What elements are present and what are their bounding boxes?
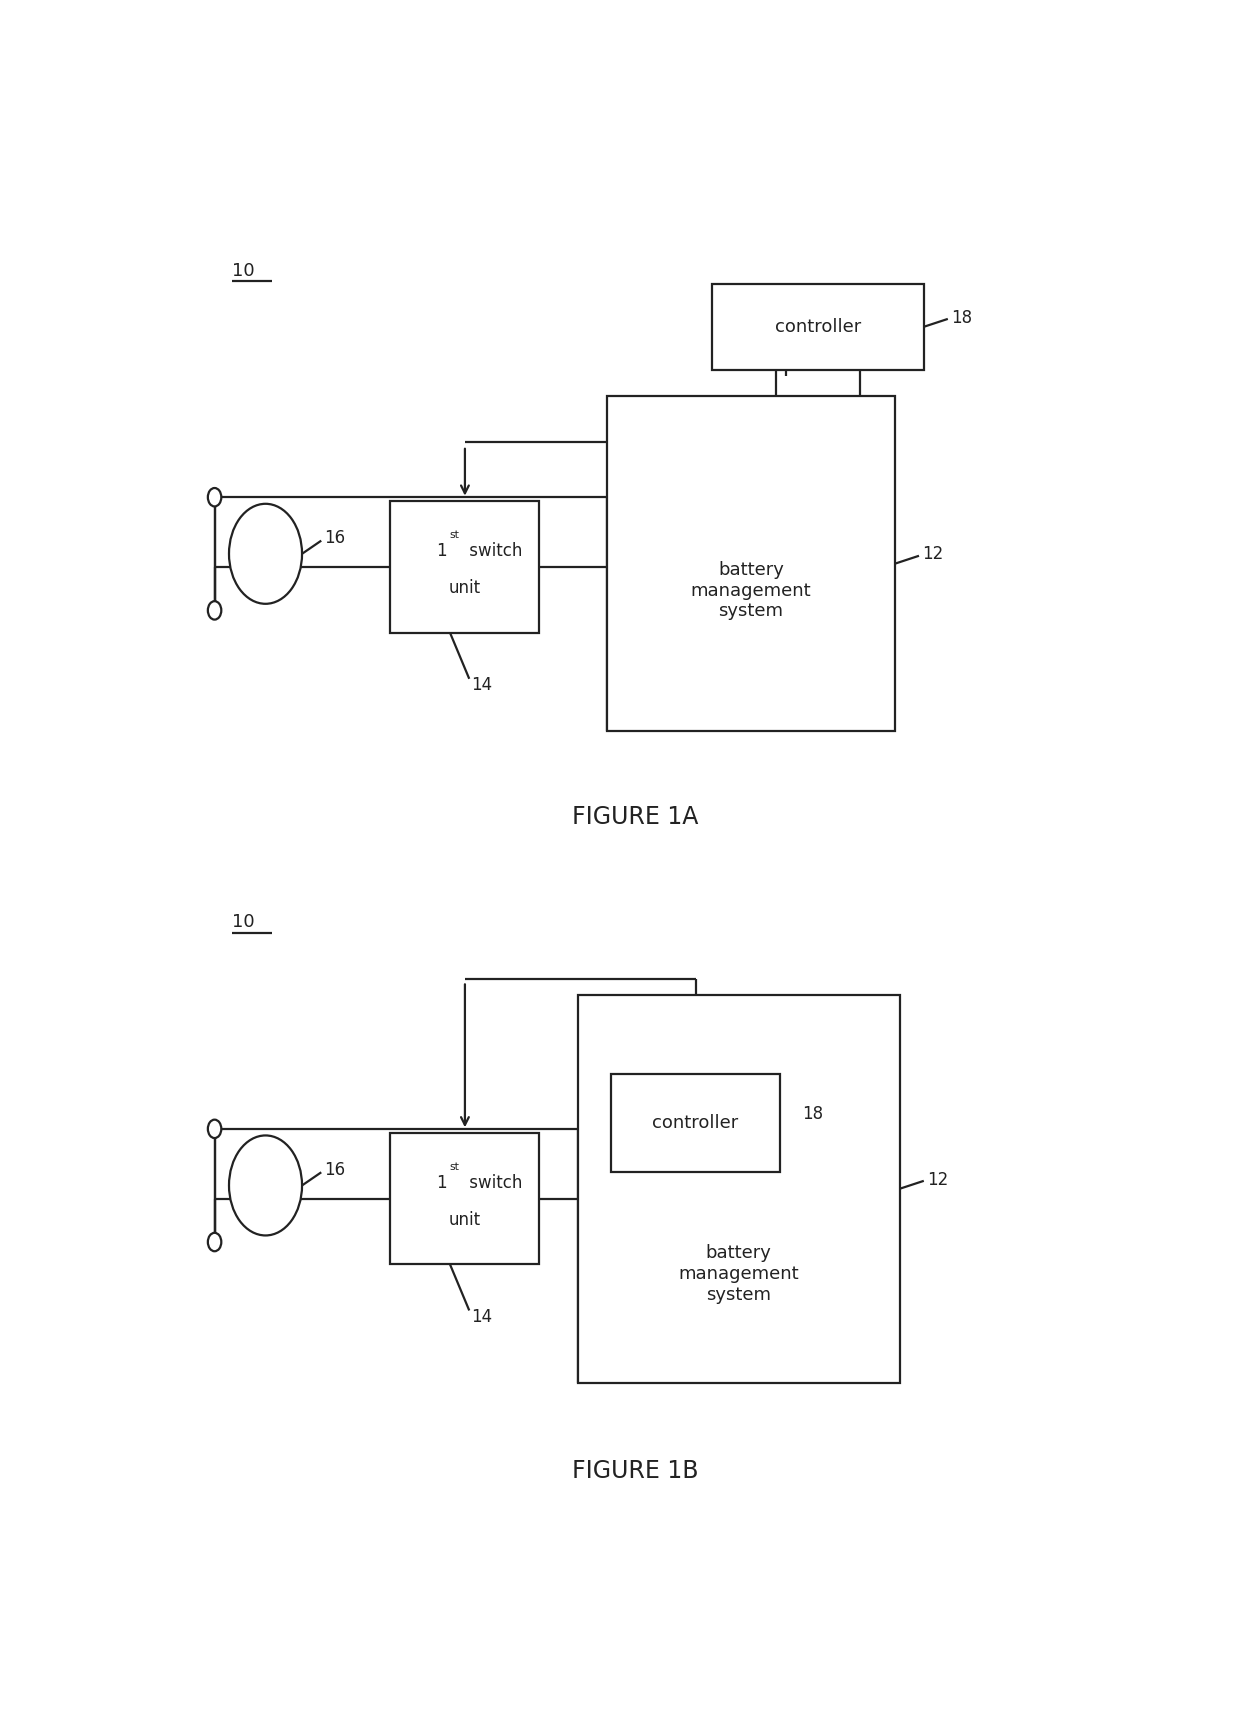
Text: 16: 16 [324, 530, 345, 547]
Circle shape [208, 1119, 221, 1138]
Text: 10: 10 [232, 261, 254, 280]
Text: 12: 12 [921, 545, 944, 564]
Bar [712, 284, 924, 369]
Text: st: st [449, 1162, 459, 1172]
Text: 1: 1 [436, 542, 448, 561]
Text: 14: 14 [471, 677, 492, 694]
Circle shape [229, 1135, 303, 1236]
Text: 18: 18 [802, 1104, 823, 1123]
Text: controller: controller [652, 1114, 739, 1131]
Text: FIGURE 1A: FIGURE 1A [573, 805, 698, 829]
Bar [391, 1133, 539, 1265]
Bar [578, 995, 900, 1383]
Text: 14: 14 [471, 1307, 492, 1326]
Text: battery
management
system: battery management system [691, 561, 811, 620]
Text: switch: switch [464, 1174, 523, 1191]
Text: st: st [449, 530, 459, 540]
Bar [606, 396, 895, 731]
Text: unit: unit [449, 1210, 481, 1229]
Text: FIGURE 1B: FIGURE 1B [572, 1459, 699, 1483]
Circle shape [208, 1232, 221, 1251]
Circle shape [229, 504, 303, 603]
Text: 16: 16 [324, 1160, 345, 1179]
Circle shape [208, 489, 221, 506]
Text: 12: 12 [926, 1171, 947, 1188]
Text: 10: 10 [232, 913, 254, 931]
Circle shape [208, 602, 221, 620]
Text: controller: controller [775, 318, 862, 335]
Text: unit: unit [449, 579, 481, 596]
Text: battery
management
system: battery management system [678, 1244, 799, 1304]
Text: 18: 18 [951, 309, 972, 326]
Text: switch: switch [464, 542, 523, 561]
Bar [391, 501, 539, 632]
Bar [611, 1073, 780, 1172]
Text: 1: 1 [436, 1174, 448, 1191]
